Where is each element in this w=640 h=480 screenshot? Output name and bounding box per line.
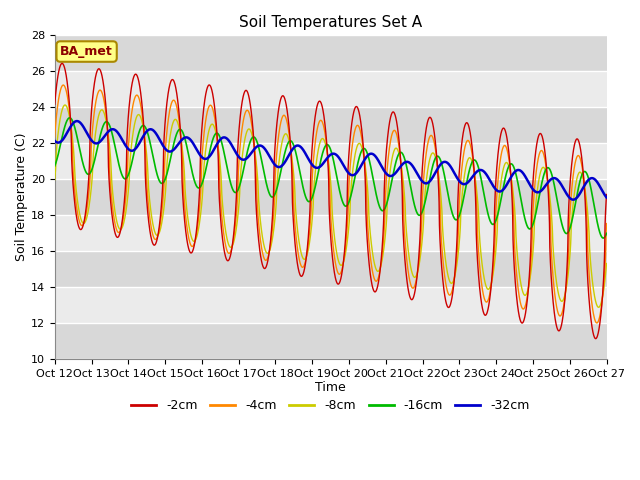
Title: Soil Temperatures Set A: Soil Temperatures Set A [239,15,422,30]
Bar [55,179,607,215]
X-axis label: Time: Time [316,382,346,395]
Legend: -2cm, -4cm, -8cm, -16cm, -32cm: -2cm, -4cm, -8cm, -16cm, -32cm [127,395,535,418]
Bar [55,251,607,287]
Bar [55,107,607,143]
Y-axis label: Soil Temperature (C): Soil Temperature (C) [15,133,28,262]
Bar [55,323,607,359]
Bar [55,36,607,72]
Text: BA_met: BA_met [60,45,113,58]
